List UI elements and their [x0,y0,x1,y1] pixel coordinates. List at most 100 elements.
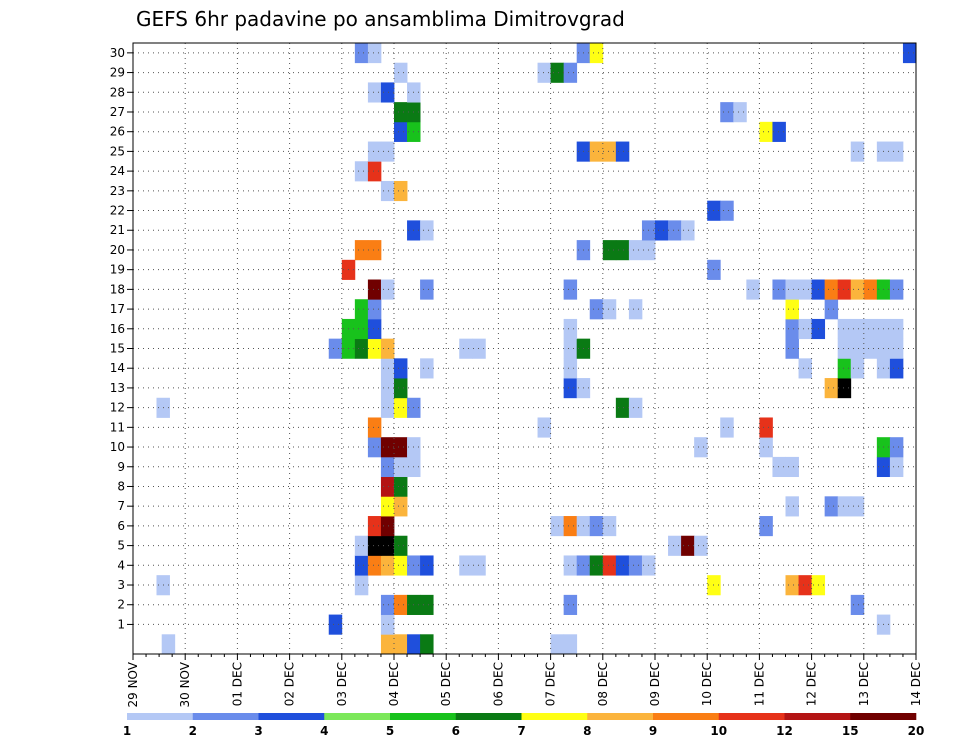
heatmap-cell [837,496,852,517]
heatmap-cell [380,496,395,517]
y-tick-label: 13 [110,381,125,395]
heatmap-cell [850,318,865,340]
heatmap-cell [589,555,604,576]
heatmap-cell [394,437,408,458]
heatmap-cell [563,516,578,537]
colorbar-label: 1 [123,724,131,738]
colorbar-swatch [587,713,654,720]
dotted-grid [133,43,916,654]
heatmap-cell [850,496,865,517]
heatmap-cell [354,240,369,261]
heatmap-cell [837,358,852,379]
heatmap-cell [380,634,395,655]
colorbar-label: 10 [710,724,727,738]
heatmap-cell [380,437,395,458]
heatmap-cell [394,180,408,202]
colorbar-label: 5 [386,724,394,738]
x-tick-label: 06 DEC [491,662,505,706]
heatmap-cell [472,555,486,576]
x-tick-label: 12 DEC [805,662,819,706]
heatmap-cell [367,141,382,162]
heatmap-cell [394,397,408,418]
heatmap-cell [563,594,578,615]
heatmap-cell [367,338,382,359]
heatmap-cell [681,220,695,241]
heatmap-cell [759,121,773,142]
heatmap-cell [798,575,812,596]
heatmap-cell [380,338,395,359]
heatmap-cell [850,358,865,379]
y-tick-label: 24 [110,164,125,178]
heatmap-cell [420,634,434,655]
y-tick-label: 5 [117,539,125,553]
heatmap-cell [354,535,369,556]
heatmap-cell [380,279,395,300]
heatmap-cell [394,496,408,517]
colorbar-label: 12 [776,724,793,738]
heatmap-cell [380,82,395,103]
heatmap-cell [550,634,565,655]
y-tick-label: 21 [110,223,125,237]
colorbar-swatch [390,713,457,720]
colorbar-label: 6 [452,724,460,738]
colorbar-swatch [521,713,588,720]
heatmap-cell [720,417,734,438]
heatmap-cell [602,555,617,576]
heatmap-cell [733,102,747,123]
heatmap-cell [380,397,395,418]
heatmap-cell [824,378,839,399]
heatmap-cell [380,141,395,162]
y-tick-label: 25 [110,144,125,158]
heatmap-cell [772,279,786,300]
y-tick-label: 18 [110,282,125,296]
heatmap-cell [394,634,408,655]
heatmap-cell [785,496,799,517]
heatmap-cell [380,594,395,615]
heatmap-cell [380,535,395,556]
heatmap-cell [394,456,408,478]
heatmap-cell [472,338,486,359]
heatmap-cell [668,535,682,556]
heatmap-cell [394,555,408,576]
heatmap-cell [459,555,473,576]
heatmap-cell [420,279,434,300]
heatmap-cell [837,318,852,340]
colorbar-swatch [324,713,391,720]
colorbar-label: 15 [842,724,859,738]
y-tick-label: 16 [110,322,125,336]
y-tick-label: 27 [110,105,125,119]
heatmap-cell [367,279,382,300]
heatmap-cell [602,141,617,162]
heatmap-cell [798,318,812,340]
heatmap-cell [824,299,839,320]
y-tick-label: 12 [110,401,125,415]
heatmap-cell [628,240,643,261]
heatmap-cell [394,535,408,556]
heatmap-cell [889,358,904,379]
heatmap-cell [380,378,395,399]
heatmap-cell [889,456,904,478]
heatmap-cell [367,318,382,340]
x-tick-label: 30 NOV [178,661,192,707]
y-axis: 1234567891011121314151617181920212223242… [110,46,133,631]
heatmap-cell [354,555,369,576]
heatmap-cell [367,299,382,320]
y-tick-label: 17 [110,302,125,316]
heatmap-cell [459,338,473,359]
colorbar-legend: 1 2 3 4 5 6 7 8 9 10 12 15 20 [123,713,924,738]
heatmap-cell [785,456,799,478]
colorbar-label: 4 [320,724,328,738]
heatmap-cell [615,240,630,261]
heatmap-cell [837,338,852,359]
heatmap-cell [367,437,382,458]
heatmap-cell [354,318,369,340]
x-axis: 29 NOV 30 NOV 01 DEC 02 DEC 03 DEC 04 DEC 05 D… [126,654,923,708]
heatmap-cell [367,516,382,537]
heatmap-cell [889,318,904,340]
heatmap-cell [394,476,408,497]
heatmap-cell [563,318,578,340]
heatmap-cell [785,318,799,340]
heatmap-cell [615,141,630,162]
heatmap-cell [850,338,865,359]
heatmap-cell [563,555,578,576]
